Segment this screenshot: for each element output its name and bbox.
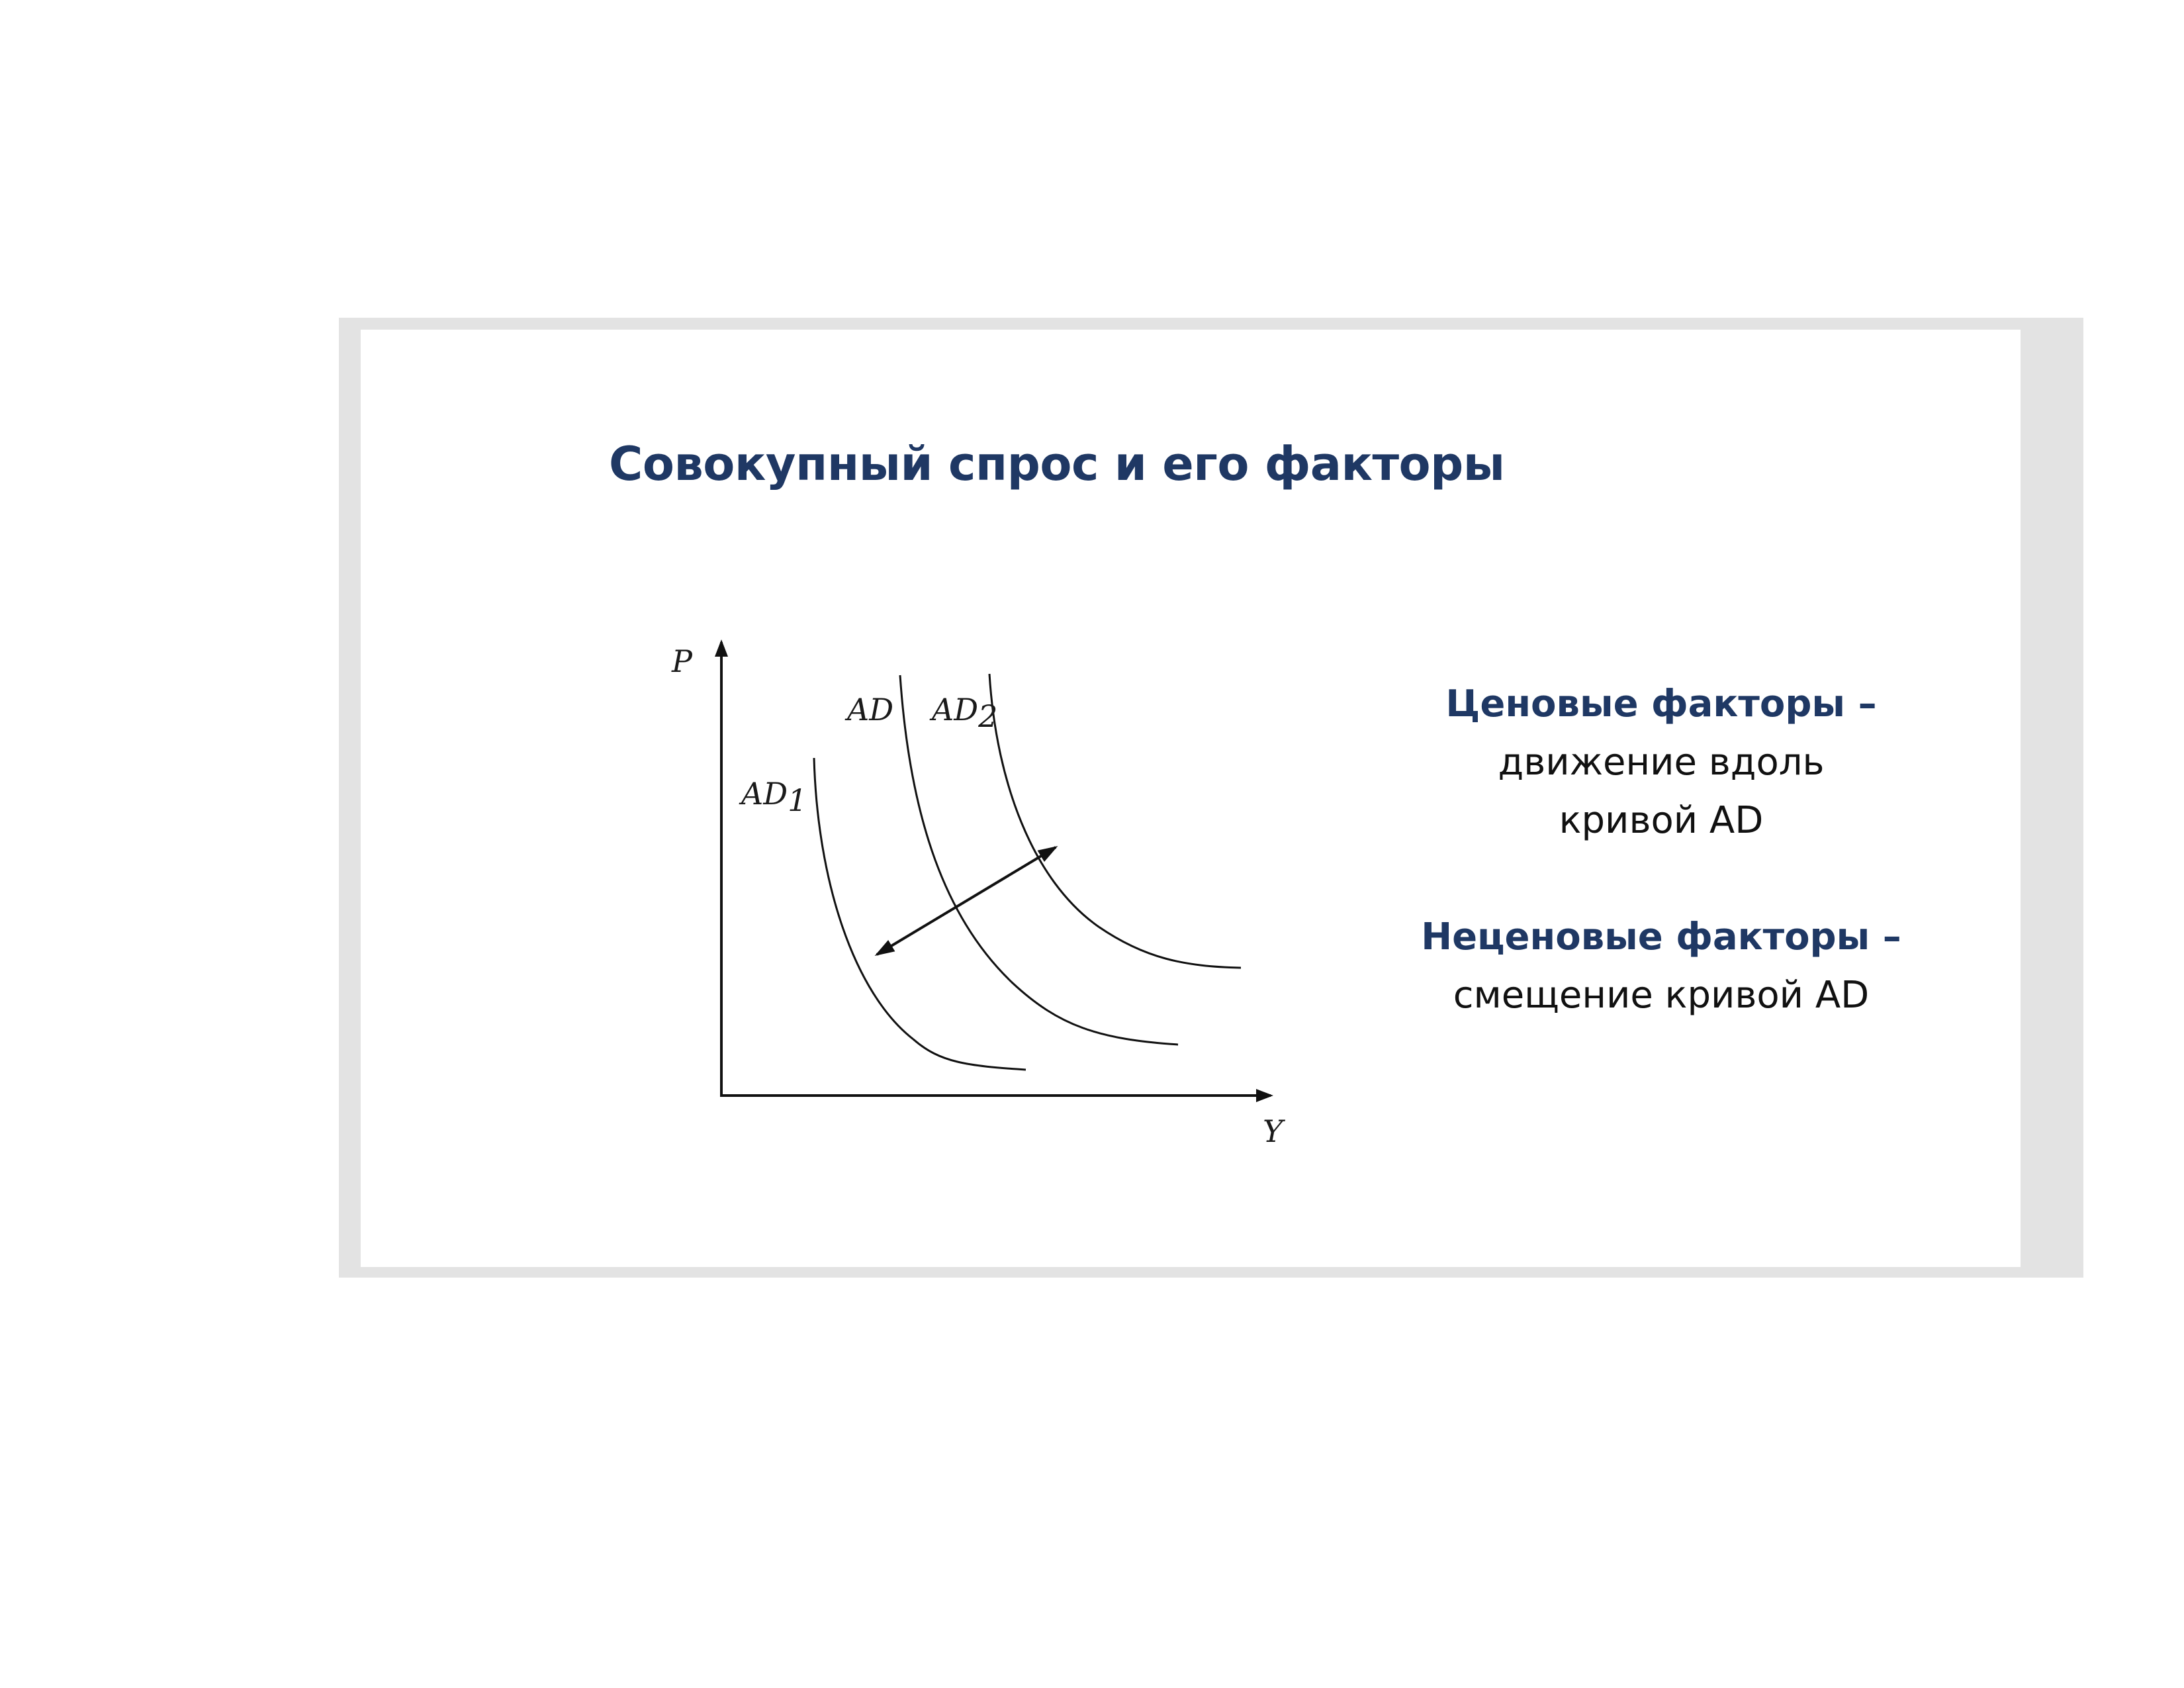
slide-title: Совокупный спрос и его факторы	[609, 437, 1505, 491]
curve-ad2	[988, 673, 1242, 969]
y-axis-label: P	[671, 643, 693, 679]
curve-ad1	[813, 757, 1026, 1071]
price-factors: Ценовые факторы – движение вдоль кривой …	[1390, 675, 1933, 850]
curve-label-ad: AD	[844, 692, 893, 727]
nonprice-factors-heading: Неценовые факторы –	[1421, 915, 1901, 959]
price-factors-description: движение вдоль кривой AD	[1498, 741, 1825, 842]
nonprice-factors: Неценовые факторы – смещение кривой AD	[1390, 908, 1933, 1025]
nonprice-factors-description: смещение кривой AD	[1453, 974, 1870, 1017]
slide	[361, 330, 2021, 1267]
price-factors-heading: Ценовые факторы –	[1445, 682, 1877, 726]
curve-ad	[899, 675, 1179, 1046]
curve-label-ad1: AD1	[739, 776, 807, 818]
ad-diagram: P Y AD1 AD AD2	[671, 639, 1286, 1149]
curve-label-ad2: AD2	[929, 692, 997, 734]
shift-arrow	[874, 845, 1058, 957]
x-axis-label: Y	[1263, 1113, 1286, 1149]
factors-panel: Ценовые факторы – движение вдоль кривой …	[1390, 675, 1933, 1083]
